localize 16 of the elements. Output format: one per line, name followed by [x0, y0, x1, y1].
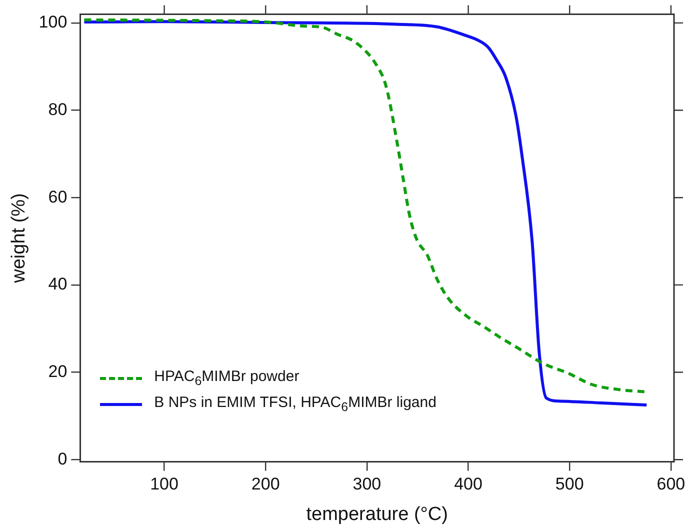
x-tick-label: 500 [555, 474, 584, 494]
x-tick-label: 100 [150, 474, 178, 494]
y-tick-label: 60 [48, 187, 68, 206]
y-tick-label: 100 [38, 12, 68, 32]
y-tick-label: 20 [48, 362, 68, 381]
x-tick-label: 300 [352, 474, 382, 494]
y-tick-label: 40 [48, 274, 68, 294]
x-tick-label: 400 [454, 474, 482, 494]
x-tick-label: 600 [656, 474, 686, 494]
y-tick-label: 80 [48, 100, 68, 119]
legend-label: B NPs in EMIM TFSI, HPAC$_{6}$MIMBr ligand [154, 392, 436, 416]
x-tick-label: 200 [251, 474, 280, 494]
y-axis-title: weight (%) [8, 193, 30, 284]
y-tick-label: 0 [58, 449, 68, 468]
x-axis-title: temperature (°C) [306, 504, 448, 525]
legend-label: HPAC$_{6}$MIMBr powder [154, 366, 300, 390]
